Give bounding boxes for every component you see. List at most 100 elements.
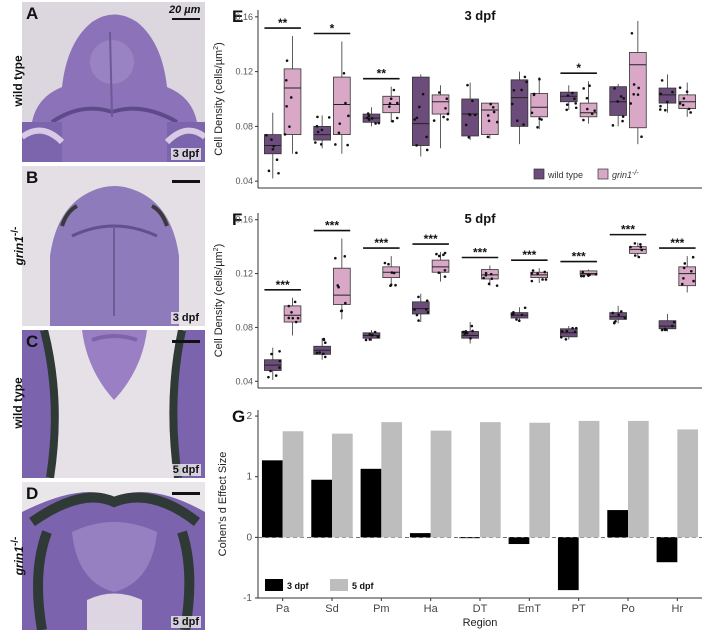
y-tick-label: 0.08 — [235, 121, 253, 131]
significance-label: *** — [276, 278, 290, 292]
data-point — [531, 269, 535, 272]
data-point — [295, 151, 298, 155]
data-point — [487, 119, 491, 123]
data-point — [366, 112, 370, 115]
legend-swatch-grin1 — [597, 168, 609, 180]
significance-label: *** — [325, 219, 339, 233]
data-point — [274, 374, 278, 377]
data-point — [689, 269, 693, 273]
data-point — [392, 271, 396, 275]
micrograph-c: C 5 dpf — [22, 330, 205, 478]
data-point — [424, 308, 428, 311]
data-point — [660, 328, 664, 332]
significance-label: *** — [572, 250, 586, 264]
significance-label: *** — [473, 246, 487, 260]
data-point — [376, 335, 380, 339]
data-point — [619, 310, 623, 313]
data-point — [445, 97, 449, 101]
data-point — [320, 128, 324, 132]
data-point — [492, 110, 496, 114]
data-point — [466, 83, 469, 87]
data-point — [622, 97, 626, 100]
data-point — [296, 316, 300, 320]
data-point — [611, 124, 615, 127]
data-point — [632, 92, 635, 96]
box-grin1-Ha — [431, 259, 450, 273]
data-point — [574, 106, 578, 110]
data-point — [685, 90, 689, 94]
data-point — [425, 148, 429, 152]
data-point — [588, 84, 591, 87]
data-point — [283, 133, 287, 136]
bar-5dpf-Po — [628, 420, 649, 538]
data-point — [443, 268, 447, 272]
data-point — [267, 375, 270, 379]
bar-3dpf-EmT — [508, 537, 530, 545]
data-point — [425, 135, 428, 139]
panel-label-a: A — [26, 4, 39, 23]
data-point — [344, 301, 347, 305]
data-point — [287, 304, 291, 308]
data-point — [565, 108, 568, 112]
data-point — [640, 248, 644, 252]
data-point — [465, 331, 469, 335]
legend-label-grin1: grin1-/- — [612, 170, 639, 180]
data-point — [291, 316, 295, 320]
data-point — [316, 115, 319, 119]
data-point — [314, 141, 317, 144]
y-tick-label: 0.04 — [235, 376, 253, 386]
data-point — [630, 31, 634, 35]
data-point — [387, 262, 390, 266]
data-point — [516, 119, 519, 122]
panel-label-d: D — [26, 484, 39, 503]
data-point — [364, 338, 368, 342]
y-tick-label: 0.12 — [235, 67, 253, 77]
data-point — [590, 112, 594, 116]
data-point — [265, 133, 268, 137]
data-point — [495, 284, 499, 287]
box-grin1-Sd — [333, 267, 351, 305]
data-point — [522, 123, 525, 126]
data-point — [437, 91, 441, 94]
data-point — [593, 109, 596, 112]
data-point — [682, 277, 685, 280]
data-point — [367, 114, 371, 118]
chart-title: 3 dpf — [464, 8, 496, 23]
bar-3dpf-DT — [459, 537, 480, 539]
data-point — [437, 254, 441, 258]
bar-5dpf-PT — [578, 420, 600, 538]
data-point — [383, 261, 387, 265]
x-tick-label: Pm — [373, 603, 390, 615]
micrograph-b-image — [22, 166, 205, 326]
stage-label-c: 5 dpf — [170, 464, 201, 476]
data-point — [443, 275, 447, 278]
data-point — [463, 332, 467, 335]
y-axis-label-sup: 2 — [213, 247, 220, 251]
box-grin1-EmT — [530, 93, 548, 118]
legend-gene: grin1 — [612, 170, 632, 180]
x-tick-label: PT — [572, 603, 586, 615]
data-point — [574, 326, 578, 330]
data-point — [415, 116, 419, 120]
data-point — [491, 105, 495, 109]
data-point — [560, 329, 564, 333]
y-axis-label: Cohen's d Effect Size — [217, 452, 229, 557]
data-point — [585, 107, 589, 111]
box-wild-type-EmT — [510, 79, 529, 127]
panel-label-c: C — [26, 332, 39, 351]
data-point — [415, 313, 419, 317]
stage-label-d: 5 dpf — [170, 616, 201, 628]
data-point — [532, 92, 536, 96]
data-point — [517, 319, 521, 322]
panel-label-e: E — [232, 7, 243, 26]
data-point — [639, 245, 643, 249]
data-point — [394, 283, 397, 287]
micrograph-a-image — [22, 2, 205, 162]
data-point — [471, 99, 474, 103]
data-point — [462, 330, 465, 334]
box-grin1-Pa — [283, 68, 302, 135]
micrograph-c-image — [22, 330, 205, 478]
data-point — [388, 102, 392, 105]
data-point — [482, 276, 485, 280]
